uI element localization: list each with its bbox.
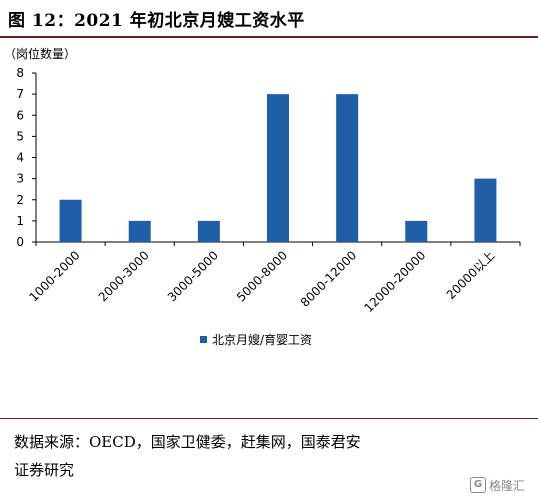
data-source-note: 数据来源：OECD，国家卫健委，赶集网，国泰君安 证券研究 <box>14 428 514 484</box>
x-tick-label: 20000以上 <box>444 248 498 302</box>
x-tick-label: 1000-2000 <box>27 248 83 304</box>
y-tick-label: 0 <box>16 235 24 249</box>
bar <box>336 94 359 242</box>
x-tick-label: 5000-8000 <box>234 248 290 304</box>
y-tick-label: 2 <box>16 193 24 207</box>
footer-divider <box>0 418 538 419</box>
x-tick-label: 2000-3000 <box>96 248 152 304</box>
figure-title: 图 12：2021 年初北京月嫂工资水平 <box>8 11 305 31</box>
x-tick-label: 3000-5000 <box>165 248 221 304</box>
watermark-logo: G 格隆汇 <box>470 474 534 496</box>
bar-chart: （岗位数量） 0 1 2 3 4 5 6 7 8 1000-2000 2000-3000 3000-50… <box>4 46 521 347</box>
legend-swatch <box>200 336 207 343</box>
y-tick-label: 6 <box>16 108 24 122</box>
x-tick-label: 8000-12000 <box>298 248 360 310</box>
y-axis-label: （岗位数量） <box>4 46 76 61</box>
title-bar: 图 12：2021 年初北京月嫂工资水平 <box>0 0 538 38</box>
source-line-2: 证券研究 <box>14 461 75 479</box>
watermark-text: 格隆汇 <box>489 478 526 493</box>
bar <box>197 220 220 242</box>
source-line-1: 数据来源：OECD，国家卫健委，赶集网，国泰君安 <box>14 433 361 451</box>
y-tick-label: 4 <box>16 151 24 165</box>
y-tick-label: 1 <box>16 214 24 228</box>
legend-label: 北京月嫂/育婴工资 <box>212 332 312 347</box>
y-tick-label: 7 <box>16 87 24 101</box>
bar <box>267 94 289 242</box>
watermark-icon: G <box>470 477 486 493</box>
bar <box>59 199 82 242</box>
y-tick-label: 5 <box>16 129 24 143</box>
bar <box>405 220 428 242</box>
y-tick-label: 3 <box>16 172 24 186</box>
bar <box>128 220 151 242</box>
y-tick-label: 8 <box>16 66 24 80</box>
bar <box>474 178 497 242</box>
x-tick-label: 12000-20000 <box>361 248 428 315</box>
